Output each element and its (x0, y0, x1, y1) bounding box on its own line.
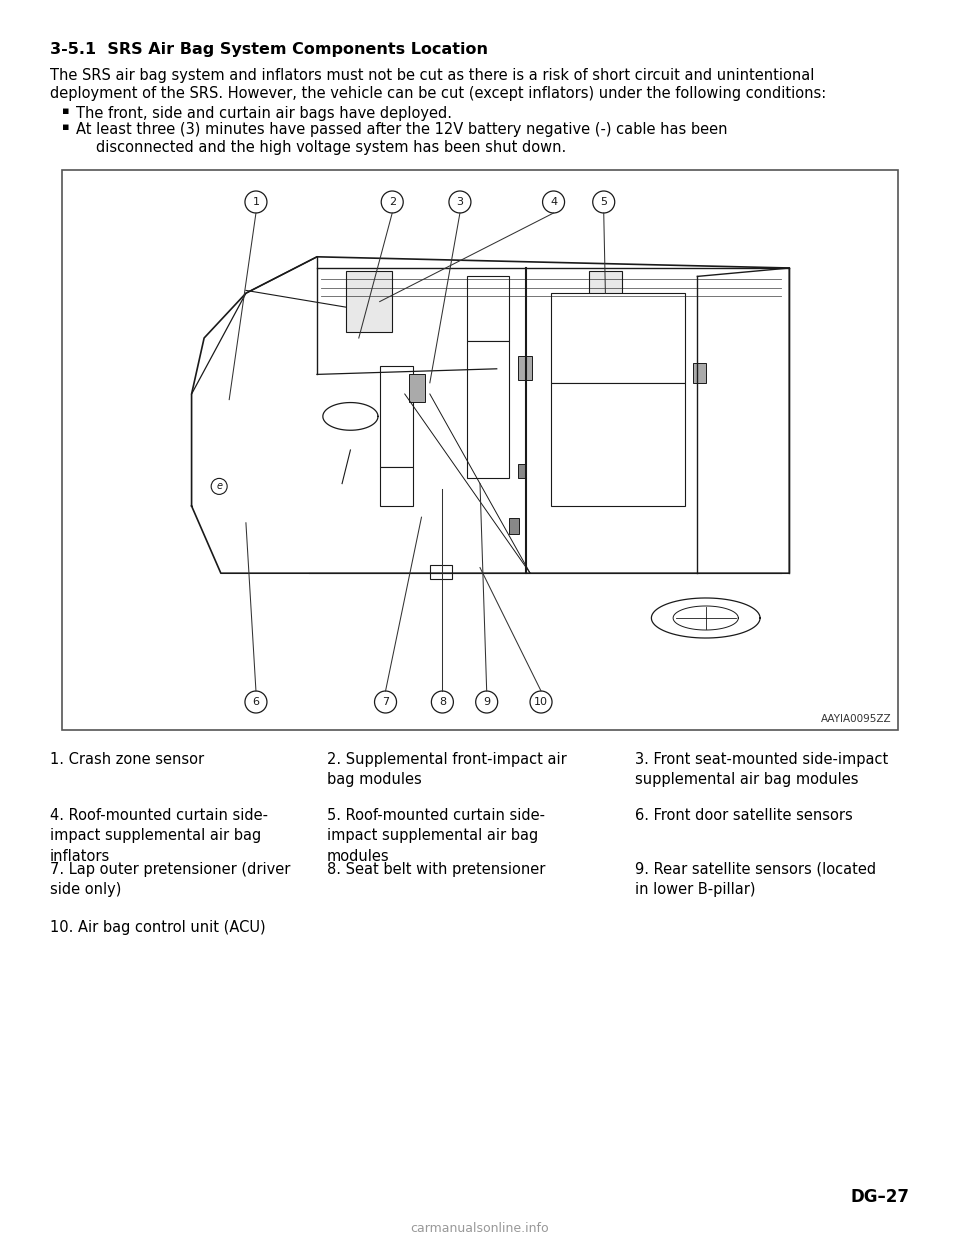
Text: 4. Roof-mounted curtain side-
impact supplemental air bag
inflators: 4. Roof-mounted curtain side- impact sup… (50, 809, 268, 863)
Circle shape (381, 191, 403, 212)
Text: 3-5.1  SRS Air Bag System Components Location: 3-5.1 SRS Air Bag System Components Loca… (50, 42, 488, 57)
Bar (551, 383, 684, 505)
Text: 3. Front seat-mounted side-impact
supplemental air bag modules: 3. Front seat-mounted side-impact supple… (635, 751, 888, 787)
Text: 10: 10 (534, 697, 548, 707)
Text: deployment of the SRS. However, the vehicle can be cut (except inflators) under : deployment of the SRS. However, the vehi… (50, 86, 827, 101)
Bar (588, 271, 622, 315)
Text: 7. Lap outer pretensioner (driver
side only): 7. Lap outer pretensioner (driver side o… (50, 862, 290, 898)
Text: 5. Roof-mounted curtain side-
impact supplemental air bag
modules: 5. Roof-mounted curtain side- impact sup… (327, 809, 545, 863)
Text: AAYIA0095ZZ: AAYIA0095ZZ (822, 714, 892, 724)
Text: 9. Rear satellite sensors (located
in lower B-pillar): 9. Rear satellite sensors (located in lo… (635, 862, 876, 898)
Text: 1. Crash zone sensor: 1. Crash zone sensor (50, 751, 204, 768)
Bar (468, 277, 509, 340)
Text: carmanualsonline.info: carmanualsonline.info (411, 1222, 549, 1235)
Circle shape (245, 691, 267, 713)
Text: 7: 7 (382, 697, 389, 707)
Text: 6. Front door satellite sensors: 6. Front door satellite sensors (635, 809, 852, 823)
Text: e: e (216, 482, 222, 492)
Circle shape (530, 691, 552, 713)
Bar (517, 465, 526, 478)
Bar (380, 366, 413, 467)
Bar (517, 356, 532, 380)
Bar (62, 170, 898, 730)
Bar (468, 340, 509, 478)
Circle shape (592, 191, 614, 212)
Text: At least three (3) minutes have passed after the 12V battery negative (-) cable : At least three (3) minutes have passed a… (76, 122, 728, 137)
Text: 10. Air bag control unit (ACU): 10. Air bag control unit (ACU) (50, 920, 266, 935)
Text: 8. Seat belt with pretensioner: 8. Seat belt with pretensioner (327, 862, 545, 877)
Bar (347, 271, 393, 333)
Text: ▪: ▪ (62, 106, 69, 116)
Bar (380, 467, 413, 505)
Text: 2: 2 (389, 197, 396, 207)
Text: 8: 8 (439, 697, 446, 707)
Text: 1: 1 (252, 197, 259, 207)
Circle shape (542, 191, 564, 212)
Text: 4: 4 (550, 197, 557, 207)
Text: The front, side and curtain air bags have deployed.: The front, side and curtain air bags hav… (76, 106, 452, 120)
Text: ▪: ▪ (62, 122, 69, 132)
Circle shape (245, 191, 267, 212)
Text: The SRS air bag system and inflators must not be cut as there is a risk of short: The SRS air bag system and inflators mus… (50, 68, 814, 83)
Text: 6: 6 (252, 697, 259, 707)
Text: 9: 9 (483, 697, 491, 707)
Bar (693, 363, 707, 383)
Text: 5: 5 (600, 197, 608, 207)
Circle shape (374, 691, 396, 713)
Circle shape (449, 191, 471, 212)
Bar (430, 565, 452, 579)
Text: disconnected and the high voltage system has been shut down.: disconnected and the high voltage system… (96, 140, 566, 155)
Circle shape (431, 691, 453, 713)
Bar (509, 518, 519, 534)
Text: 3: 3 (456, 197, 464, 207)
Text: DG–27: DG–27 (851, 1189, 910, 1206)
Bar (409, 374, 425, 402)
Circle shape (476, 691, 497, 713)
Text: 2. Supplemental front-impact air
bag modules: 2. Supplemental front-impact air bag mod… (327, 751, 566, 787)
Bar (551, 293, 684, 383)
